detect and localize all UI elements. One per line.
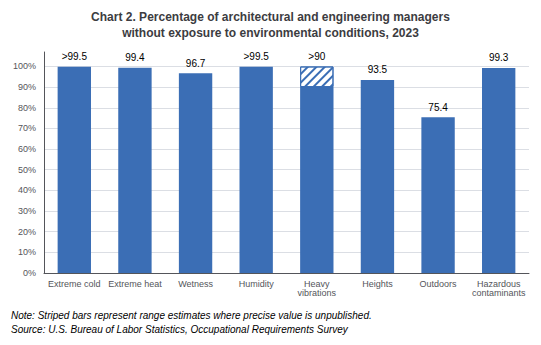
- svg-text:>99.5: >99.5: [244, 51, 270, 62]
- svg-text:90%: 90%: [18, 82, 36, 92]
- svg-text:Wetness: Wetness: [178, 279, 213, 289]
- svg-text:20%: 20%: [18, 227, 36, 237]
- svg-text:50%: 50%: [18, 165, 36, 175]
- svg-text:75.4: 75.4: [428, 102, 448, 113]
- svg-text:99.4: 99.4: [125, 52, 145, 63]
- svg-text:99.3: 99.3: [489, 52, 509, 63]
- svg-text:93.5: 93.5: [368, 64, 388, 75]
- svg-text:contaminants: contaminants: [472, 288, 526, 298]
- svg-text:Hazardous: Hazardous: [476, 278, 521, 289]
- svg-text:Source: U.S. Bureau of Labor S: Source: U.S. Bureau of Labor Statistics,…: [11, 324, 349, 335]
- svg-text:100%: 100%: [13, 61, 36, 71]
- svg-text:Chart 2. Percentage of archite: Chart 2. Percentage of architectural and…: [91, 10, 450, 24]
- svg-text:Extreme heat: Extreme heat: [108, 279, 162, 289]
- svg-text:70%: 70%: [18, 123, 36, 133]
- svg-text:80%: 80%: [18, 103, 36, 113]
- svg-text:without exposure to environmen: without exposure to environmental condit…: [121, 26, 419, 40]
- svg-text:Heavy: Heavy: [304, 278, 330, 289]
- svg-text:Outdoors: Outdoors: [420, 279, 458, 289]
- svg-text:10%: 10%: [18, 247, 36, 257]
- svg-text:Extreme cold: Extreme cold: [48, 279, 101, 289]
- svg-text:>99.5: >99.5: [62, 51, 88, 62]
- svg-text:0%: 0%: [23, 268, 36, 278]
- svg-text:Note: Striped bars represent r: Note: Striped bars represent range estim…: [11, 310, 372, 321]
- svg-text:Heights: Heights: [362, 279, 393, 289]
- svg-text:vibrations: vibrations: [298, 288, 337, 298]
- svg-text:40%: 40%: [18, 185, 36, 195]
- svg-text:60%: 60%: [18, 144, 36, 154]
- svg-text:96.7: 96.7: [186, 58, 206, 69]
- svg-text:Humidity: Humidity: [239, 279, 275, 289]
- svg-text:>90: >90: [308, 51, 325, 62]
- svg-text:30%: 30%: [18, 206, 36, 216]
